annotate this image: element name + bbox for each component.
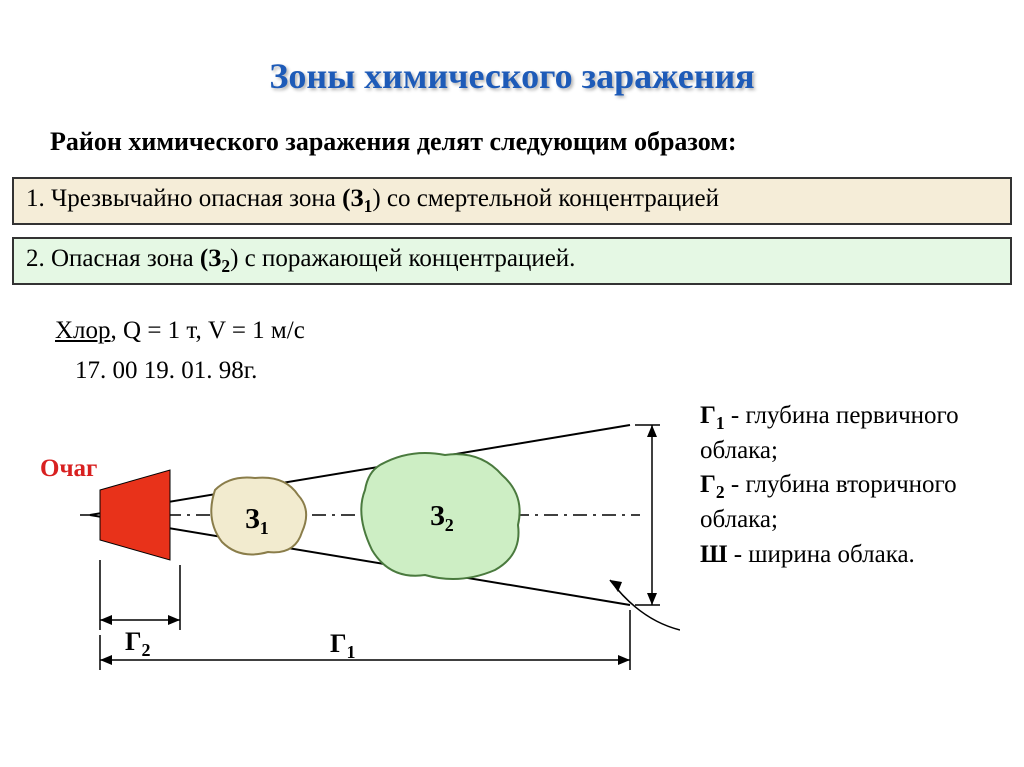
- source-trapezoid: [100, 470, 170, 560]
- zone1-rest: ) со смертельной концентрацией: [372, 185, 719, 212]
- zone1-num: 1. Чрезвычайно опасная зона: [26, 185, 342, 212]
- parameters: Хлор, Q = 1 т, V = 1 м/с: [0, 293, 1024, 345]
- g1-arrow-r: [618, 655, 630, 665]
- g2-arrow-r: [168, 615, 180, 625]
- page-title: Зоны химического заражения: [0, 0, 1024, 97]
- zone2-num: 2. Опасная зона: [26, 245, 200, 272]
- diagram-svg: З1 З2 Г2 Г1: [40, 420, 680, 690]
- g2-arrow-l: [100, 615, 112, 625]
- w-arrow-b: [647, 593, 657, 605]
- hotspot-label: Очаг: [40, 455, 97, 483]
- w-arrow-t: [647, 425, 657, 437]
- g2-label: Г2: [125, 627, 151, 660]
- zone2-bold: (З: [200, 245, 222, 272]
- subtitle: Район химического заражения делят следую…: [0, 97, 1024, 169]
- zone-1-bar: 1. Чрезвычайно опасная зона (З1) со смер…: [12, 177, 1012, 225]
- datetime: 17. 00 19. 01. 98г.: [0, 345, 1024, 385]
- legend: Г1 - глубина первичного облака; Г2 - глу…: [700, 400, 990, 573]
- zone2-sub: 2: [221, 256, 230, 276]
- g1-arrow-l: [100, 655, 112, 665]
- g1-dim-label: Г1: [330, 629, 356, 662]
- zone-2-bar: 2. Опасная зона (З2) с поражающей концен…: [12, 237, 1012, 285]
- legend-g2: Г2 - глубина вторичного облака;: [700, 469, 990, 536]
- substance: Хлор: [55, 317, 111, 344]
- zone-diagram: Очаг З1 З2 Г2 Г1: [40, 420, 680, 690]
- leader-arrowhead: [610, 580, 622, 592]
- legend-sh: Ш - ширина облака.: [700, 539, 990, 572]
- zone1-bold: (З: [342, 185, 364, 212]
- cone-bottom-line: [90, 515, 630, 605]
- cone-top-line: [90, 425, 630, 515]
- legend-g1: Г1 - глубина первичного облака;: [700, 400, 990, 467]
- zone2-rest: ) с поражающей концентрацией.: [230, 245, 575, 272]
- params-rest: , Q = 1 т, V = 1 м/с: [111, 317, 305, 344]
